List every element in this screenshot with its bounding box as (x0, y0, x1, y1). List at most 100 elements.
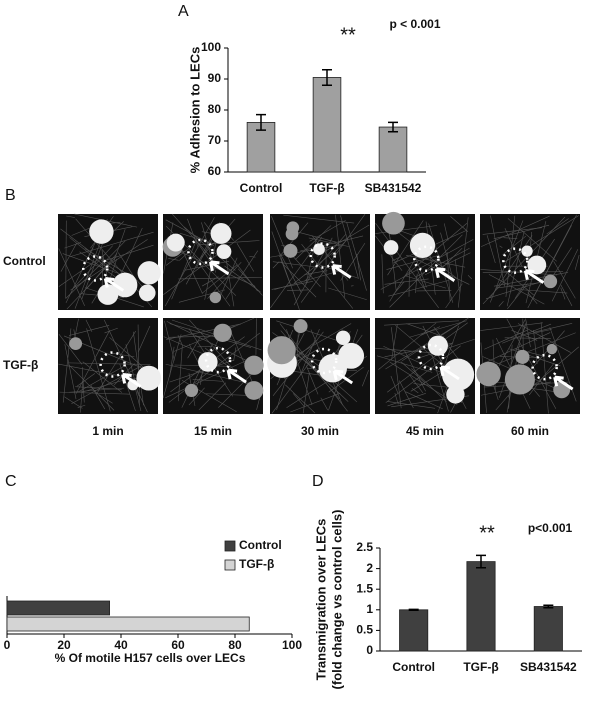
cell (112, 272, 138, 298)
fiber (82, 367, 85, 403)
fiber (276, 320, 344, 343)
tracked-cell (187, 238, 214, 266)
fiber (118, 252, 135, 277)
fiber (390, 375, 399, 395)
fiber (71, 365, 142, 405)
time-label: 1 min (92, 424, 123, 438)
fiber (514, 348, 542, 356)
fiber (293, 251, 334, 284)
y-tick-label: 70 (208, 133, 222, 147)
row-label: Control (3, 254, 46, 268)
fiber (482, 216, 566, 305)
fiber (394, 392, 399, 405)
fiber (406, 323, 445, 338)
y-axis-label: (fold change vs control cells) (329, 510, 344, 690)
fiber (309, 220, 346, 242)
fiber (179, 252, 189, 261)
fiber (58, 363, 152, 383)
fiber (386, 254, 440, 270)
arrow (523, 269, 545, 284)
fiber (499, 245, 503, 248)
fiber (376, 355, 433, 373)
fiber (306, 365, 319, 395)
fiber (188, 387, 205, 406)
fiber (178, 276, 263, 280)
fiber (533, 323, 573, 333)
cell (209, 291, 222, 304)
cell (210, 223, 232, 244)
fiber (300, 235, 364, 252)
fiber (172, 213, 212, 259)
fiber (272, 261, 315, 268)
fiber (166, 321, 262, 368)
fiber (224, 265, 261, 293)
fiber (483, 332, 551, 364)
fiber (162, 334, 182, 399)
fiber (169, 323, 252, 348)
fiber (272, 331, 324, 396)
fiber (237, 268, 263, 296)
fiber (320, 397, 329, 411)
fiber (299, 328, 320, 376)
fiber (387, 393, 426, 407)
cell (138, 284, 156, 302)
fiber (187, 218, 199, 248)
fiber (388, 280, 449, 297)
fiber (68, 362, 151, 365)
fiber (390, 327, 402, 409)
tracked-cell (99, 351, 126, 378)
fiber (393, 281, 405, 295)
fiber (480, 322, 543, 331)
tracked-cell (309, 242, 336, 269)
tracked-cell (502, 247, 529, 274)
fiber (391, 324, 398, 360)
panel-label: C (5, 473, 17, 490)
y-tick-label: 2.5 (356, 540, 373, 554)
fiber (503, 237, 518, 239)
fiber (443, 223, 449, 241)
fiber (560, 287, 566, 300)
fiber (274, 270, 339, 290)
fiber (361, 369, 369, 387)
fiber (69, 237, 108, 269)
fiber (404, 275, 446, 289)
fiber (171, 237, 198, 300)
fiber (164, 320, 175, 361)
fiber (289, 370, 324, 376)
fiber (58, 253, 106, 287)
fiber (218, 257, 238, 301)
fiber (184, 260, 230, 271)
fiber (413, 383, 451, 388)
fiber (440, 247, 463, 270)
fiber (73, 245, 113, 289)
fiber (104, 327, 118, 334)
fiber (408, 320, 467, 338)
fiber (301, 244, 354, 309)
fiber (233, 347, 237, 362)
error-bar (322, 68, 332, 86)
fiber (192, 379, 224, 382)
x-tick-label: 20 (57, 638, 71, 652)
fiber (297, 347, 321, 362)
fiber (198, 382, 227, 411)
fiber (428, 223, 454, 303)
fiber (392, 256, 401, 262)
fiber (165, 363, 255, 385)
fiber (450, 216, 469, 232)
fiber (518, 289, 568, 294)
fiber (488, 274, 545, 305)
fiber (271, 216, 293, 269)
fiber (70, 239, 148, 291)
tracked-cell (204, 346, 232, 374)
fiber (387, 401, 436, 409)
fiber (74, 236, 103, 309)
fiber (385, 317, 469, 370)
x-tick-label: 40 (114, 638, 128, 652)
fiber (402, 223, 468, 278)
fiber (507, 218, 557, 262)
cell (213, 323, 232, 343)
fiber (69, 231, 154, 257)
fiber (304, 233, 347, 282)
fiber (165, 358, 251, 399)
